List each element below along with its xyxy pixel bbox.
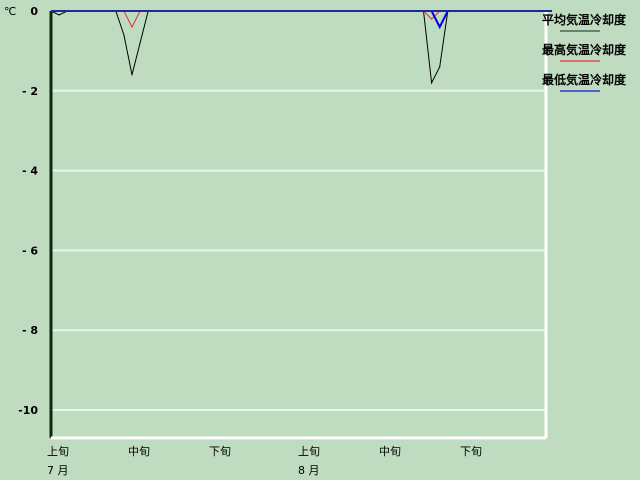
data-point bbox=[131, 74, 133, 76]
month-label: 7 月 bbox=[47, 464, 69, 477]
data-point bbox=[439, 66, 441, 68]
y-unit-label: ℃ bbox=[4, 5, 16, 18]
x-tick-label: 中旬 bbox=[128, 445, 150, 458]
data-point bbox=[139, 42, 141, 44]
y-tick-label: - 4 bbox=[22, 165, 38, 178]
x-tick-label: 上旬 bbox=[298, 445, 320, 458]
x-tick-label: 下旬 bbox=[209, 445, 231, 458]
series-line-1 bbox=[51, 10, 545, 29]
y-tick-label: - 2 bbox=[22, 85, 38, 98]
series-line-0 bbox=[50, 10, 545, 85]
y-tick-label: - 8 bbox=[22, 324, 38, 337]
data-point bbox=[131, 26, 133, 28]
data-point bbox=[431, 18, 433, 20]
x-tick-label: 中旬 bbox=[379, 445, 401, 458]
x-tick-label: 下旬 bbox=[460, 445, 482, 458]
data-point bbox=[123, 34, 125, 36]
y-tick-label: - 6 bbox=[22, 244, 38, 257]
data-point bbox=[439, 26, 441, 28]
legend-label: 最高気温冷却度 bbox=[542, 42, 627, 57]
month-label: 8 月 bbox=[298, 464, 320, 477]
data-point bbox=[58, 14, 60, 16]
data-point bbox=[431, 82, 433, 84]
x-tick-label: 上旬 bbox=[47, 445, 69, 458]
legend-label: 最低気温冷却度 bbox=[542, 72, 627, 87]
y-tick-label: 0 bbox=[30, 5, 38, 18]
legend-label: 平均気温冷却度 bbox=[542, 12, 627, 27]
y-tick-label: -10 bbox=[18, 404, 38, 417]
